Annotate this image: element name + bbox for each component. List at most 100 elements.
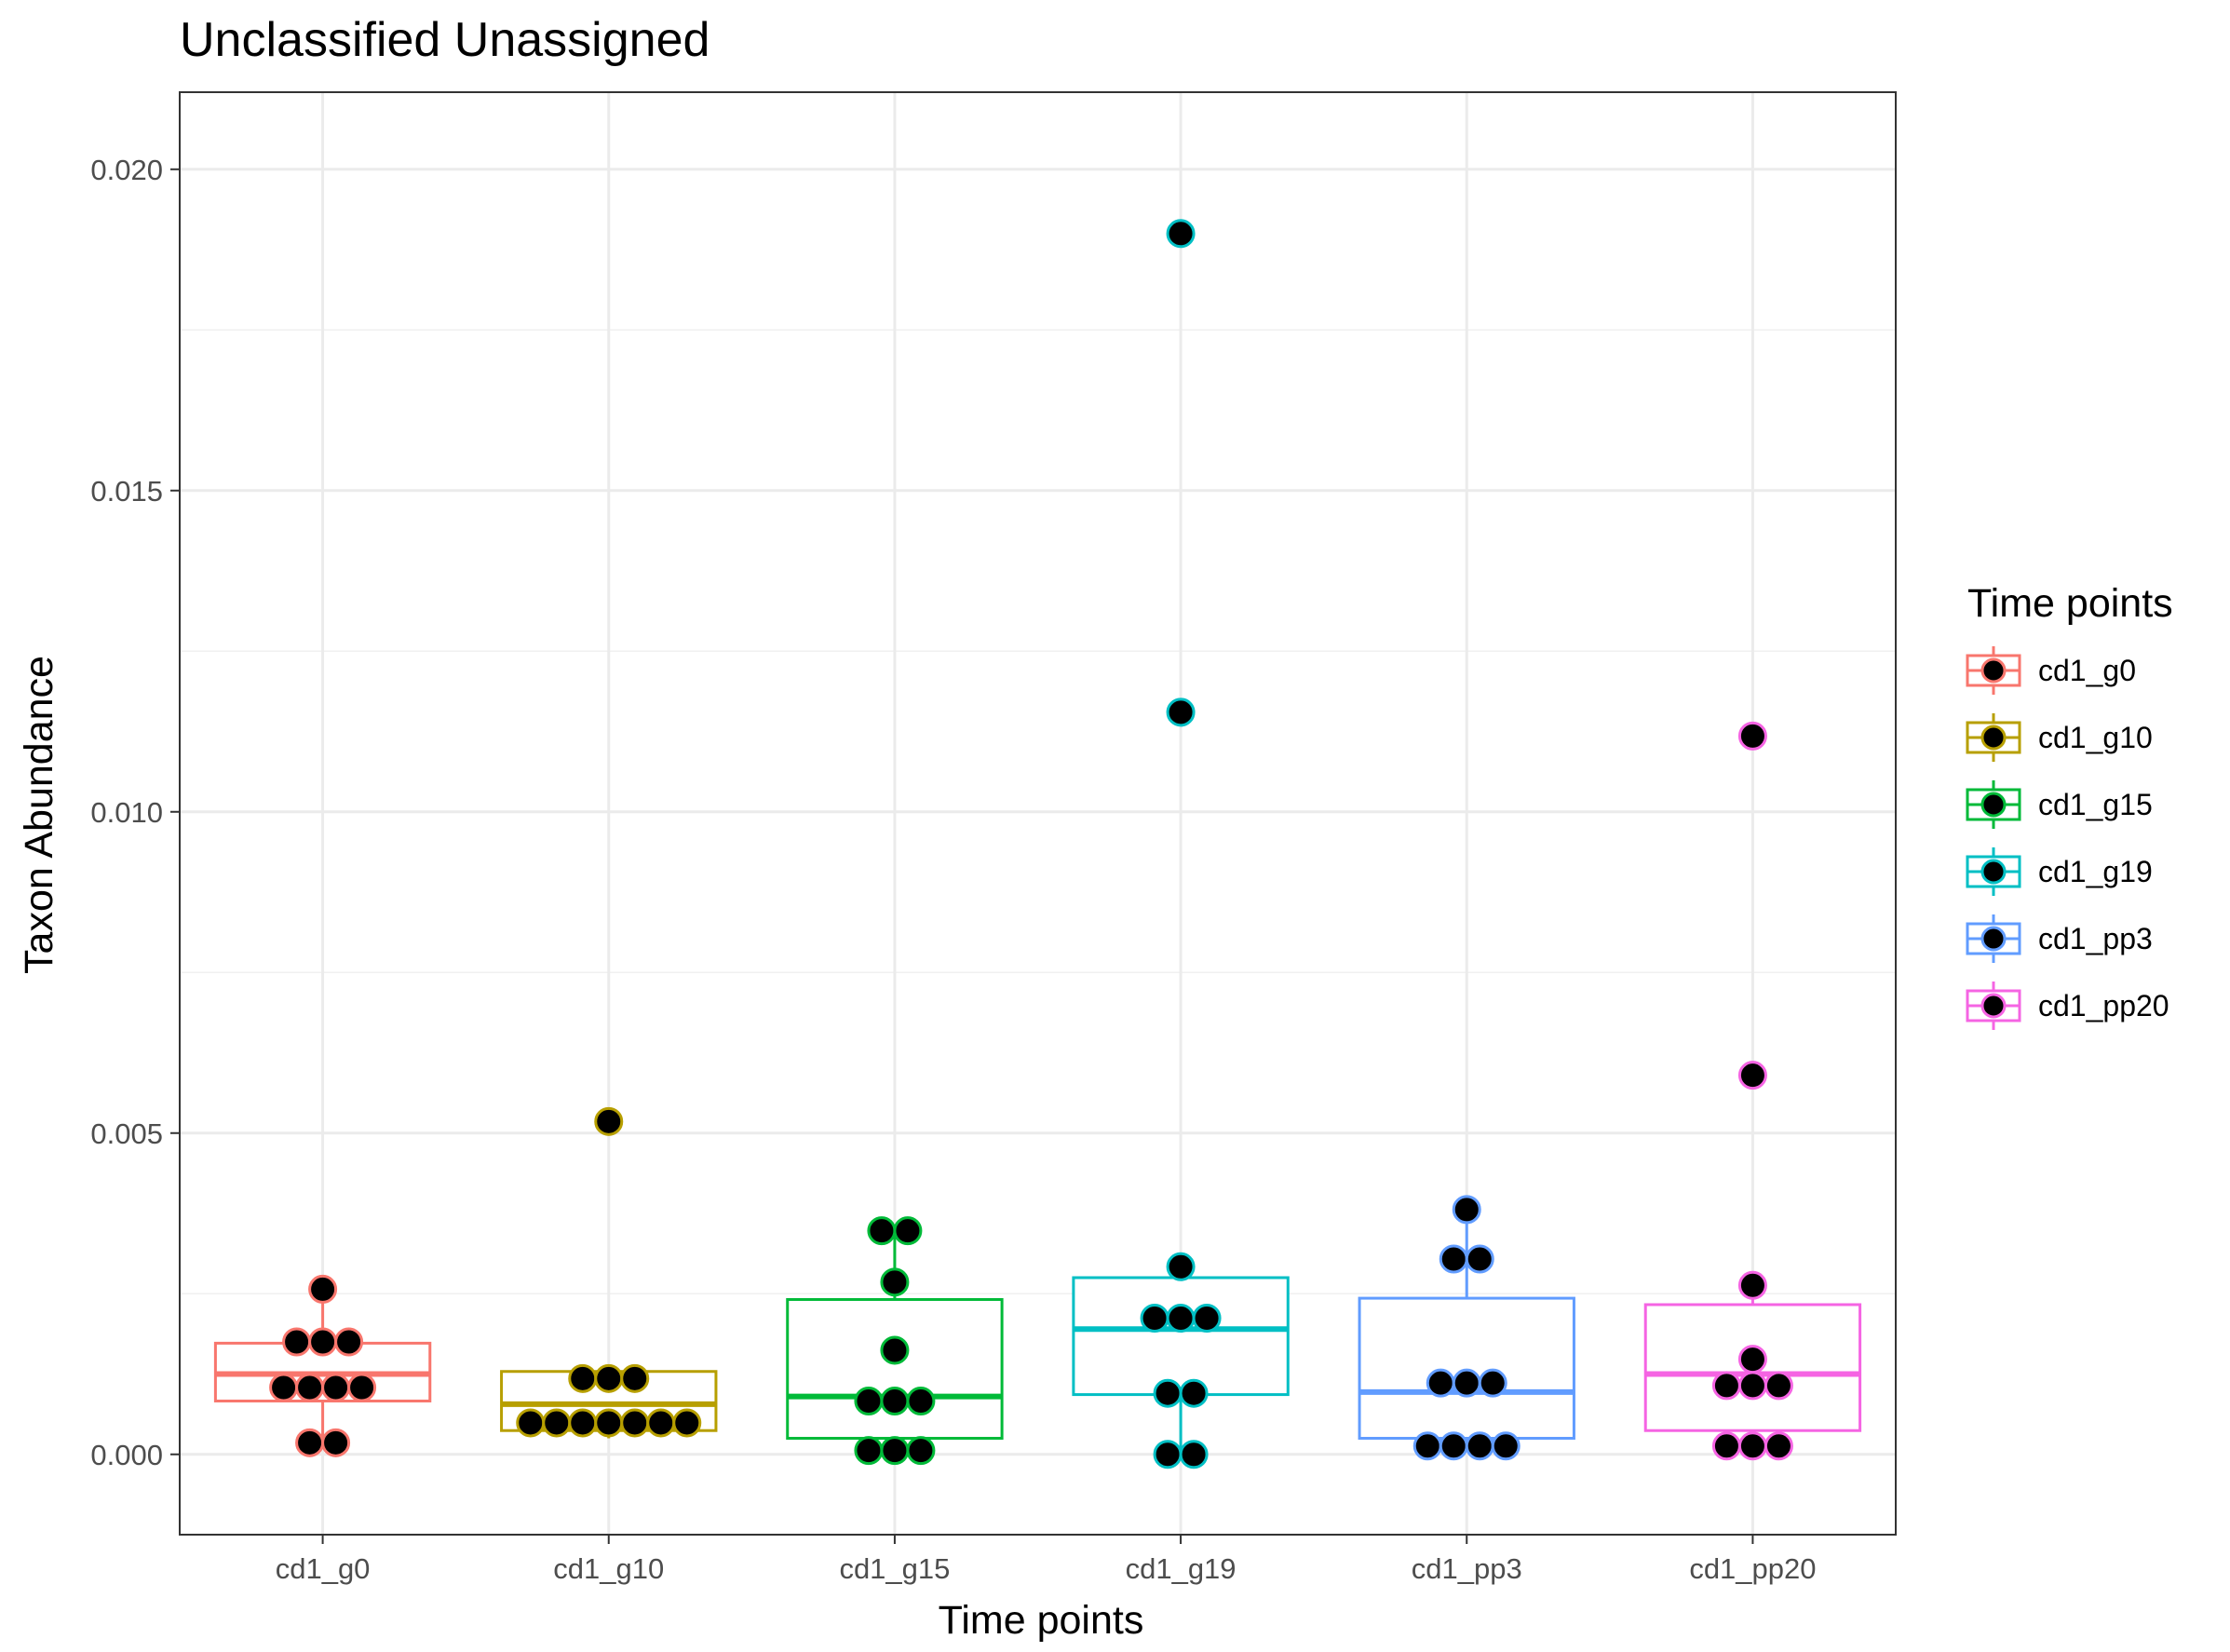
x-tick-label: cd1_g19 (1126, 1552, 1237, 1585)
legend-items: cd1_g0 cd1_g10 cd1_g15 cd1_g19 cd1_pp3 cd1_pp… (1966, 646, 2169, 1030)
data-point (672, 1408, 702, 1438)
y-axis: 0.000 0.005 0.010 0.015 0.020 (90, 154, 180, 1471)
x-tick-label: cd1_g15 (839, 1552, 950, 1585)
data-point (893, 1216, 923, 1246)
legend-label: cd1_g19 (2038, 855, 2153, 888)
legend-label: cd1_g10 (2038, 721, 2153, 754)
data-point (1737, 1061, 1767, 1090)
data-point (334, 1327, 364, 1357)
legend-label: cd1_g15 (2038, 788, 2153, 821)
data-point (620, 1363, 650, 1393)
legend-item-cd1_g10: cd1_g10 (1966, 713, 2153, 762)
data-point (854, 1386, 884, 1415)
data-point (906, 1436, 936, 1466)
point-group (269, 219, 1793, 1469)
data-point (516, 1408, 546, 1438)
legend-key-dot (1980, 993, 2007, 1019)
x-axis-title: Time points (939, 1598, 1144, 1643)
data-point (295, 1373, 325, 1402)
data-point (1737, 721, 1767, 751)
legend-title: Time points (1967, 581, 2173, 626)
data-point (1166, 697, 1196, 727)
data-point (1737, 1345, 1767, 1374)
legend-key-dot (1980, 859, 2007, 885)
data-point (568, 1363, 598, 1393)
data-point (1491, 1431, 1520, 1461)
plot-panel (180, 92, 1896, 1535)
data-point (1166, 219, 1196, 249)
data-point (1737, 1270, 1767, 1300)
data-point (1412, 1431, 1442, 1461)
legend-key-dot (1980, 926, 2007, 952)
data-point (880, 1386, 910, 1415)
data-point (867, 1216, 897, 1246)
panel-border (179, 91, 1897, 1536)
data-point (1153, 1440, 1183, 1469)
chart-title: Unclassified Unassigned (180, 13, 710, 67)
data-point (1166, 1303, 1196, 1333)
data-point (854, 1436, 884, 1466)
x-axis: cd1_g0 cd1_g10 cd1_g15 cd1_g19 cd1_pp3 cd1_pp… (276, 1535, 1817, 1585)
y-tick-label: 0.005 (90, 1117, 163, 1150)
data-point (880, 1335, 910, 1365)
x-tick-label: cd1_pp3 (1412, 1552, 1522, 1585)
data-point (568, 1408, 598, 1438)
legend-item-cd1_pp3: cd1_pp3 (1966, 914, 2153, 963)
box-iqr (1072, 1276, 1290, 1397)
data-point (308, 1327, 338, 1357)
data-point (1711, 1431, 1741, 1461)
data-point (269, 1373, 299, 1402)
y-axis-title: Taxon Abundance (17, 656, 61, 974)
x-tick-label: cd1_g10 (553, 1552, 664, 1585)
box-iqr (1358, 1296, 1575, 1441)
data-point (1426, 1368, 1455, 1398)
data-point (321, 1428, 351, 1457)
data-point (1166, 1252, 1196, 1281)
x-tick-label: cd1_g0 (276, 1552, 371, 1585)
legend-item-cd1_g0: cd1_g0 (1966, 646, 2136, 695)
data-point (906, 1386, 936, 1415)
y-tick-label: 0.015 (90, 475, 163, 508)
data-point (308, 1274, 338, 1304)
data-point (1439, 1244, 1468, 1274)
legend-label: cd1_pp3 (2038, 922, 2153, 955)
box-cd1_g19 (1072, 1266, 1290, 1455)
data-point (594, 1408, 624, 1438)
y-tick-label: 0.020 (90, 154, 163, 186)
data-point (594, 1106, 624, 1136)
data-point (880, 1436, 910, 1466)
data-point (594, 1363, 624, 1393)
legend-item-cd1_g19: cd1_g19 (1966, 847, 2153, 896)
legend-label: cd1_g0 (2038, 654, 2136, 687)
box-cd1_pp20 (1643, 1285, 1862, 1446)
legend-key-dot (1980, 657, 2007, 684)
data-point (1153, 1378, 1183, 1408)
data-point (1439, 1431, 1468, 1461)
data-point (880, 1267, 910, 1297)
data-point (1764, 1371, 1793, 1401)
data-point (1179, 1378, 1209, 1408)
data-point (1452, 1368, 1481, 1398)
panel-background (180, 92, 1896, 1535)
data-point (1478, 1368, 1507, 1398)
legend-item-cd1_pp20: cd1_pp20 (1966, 982, 2169, 1030)
legend-key-dot (1980, 724, 2007, 751)
legend-label: cd1_pp20 (2038, 989, 2169, 1022)
box-iqr (786, 1297, 1004, 1441)
y-tick-label: 0.000 (90, 1439, 163, 1471)
data-point (321, 1373, 351, 1402)
data-point (646, 1408, 676, 1438)
legend-key-dot (1980, 792, 2007, 818)
data-point (620, 1408, 650, 1438)
data-point (295, 1428, 325, 1457)
data-point (1140, 1303, 1169, 1333)
data-point (282, 1327, 312, 1357)
data-point (1192, 1303, 1222, 1333)
legend-item-cd1_g15: cd1_g15 (1966, 780, 2153, 829)
data-point (542, 1408, 572, 1438)
legend: Time points cd1_g0 cd1_g10 cd1_g15 cd1_g19c… (1966, 581, 2173, 1030)
y-tick-label: 0.010 (90, 796, 163, 829)
data-point (347, 1373, 377, 1402)
data-point (1465, 1244, 1494, 1274)
